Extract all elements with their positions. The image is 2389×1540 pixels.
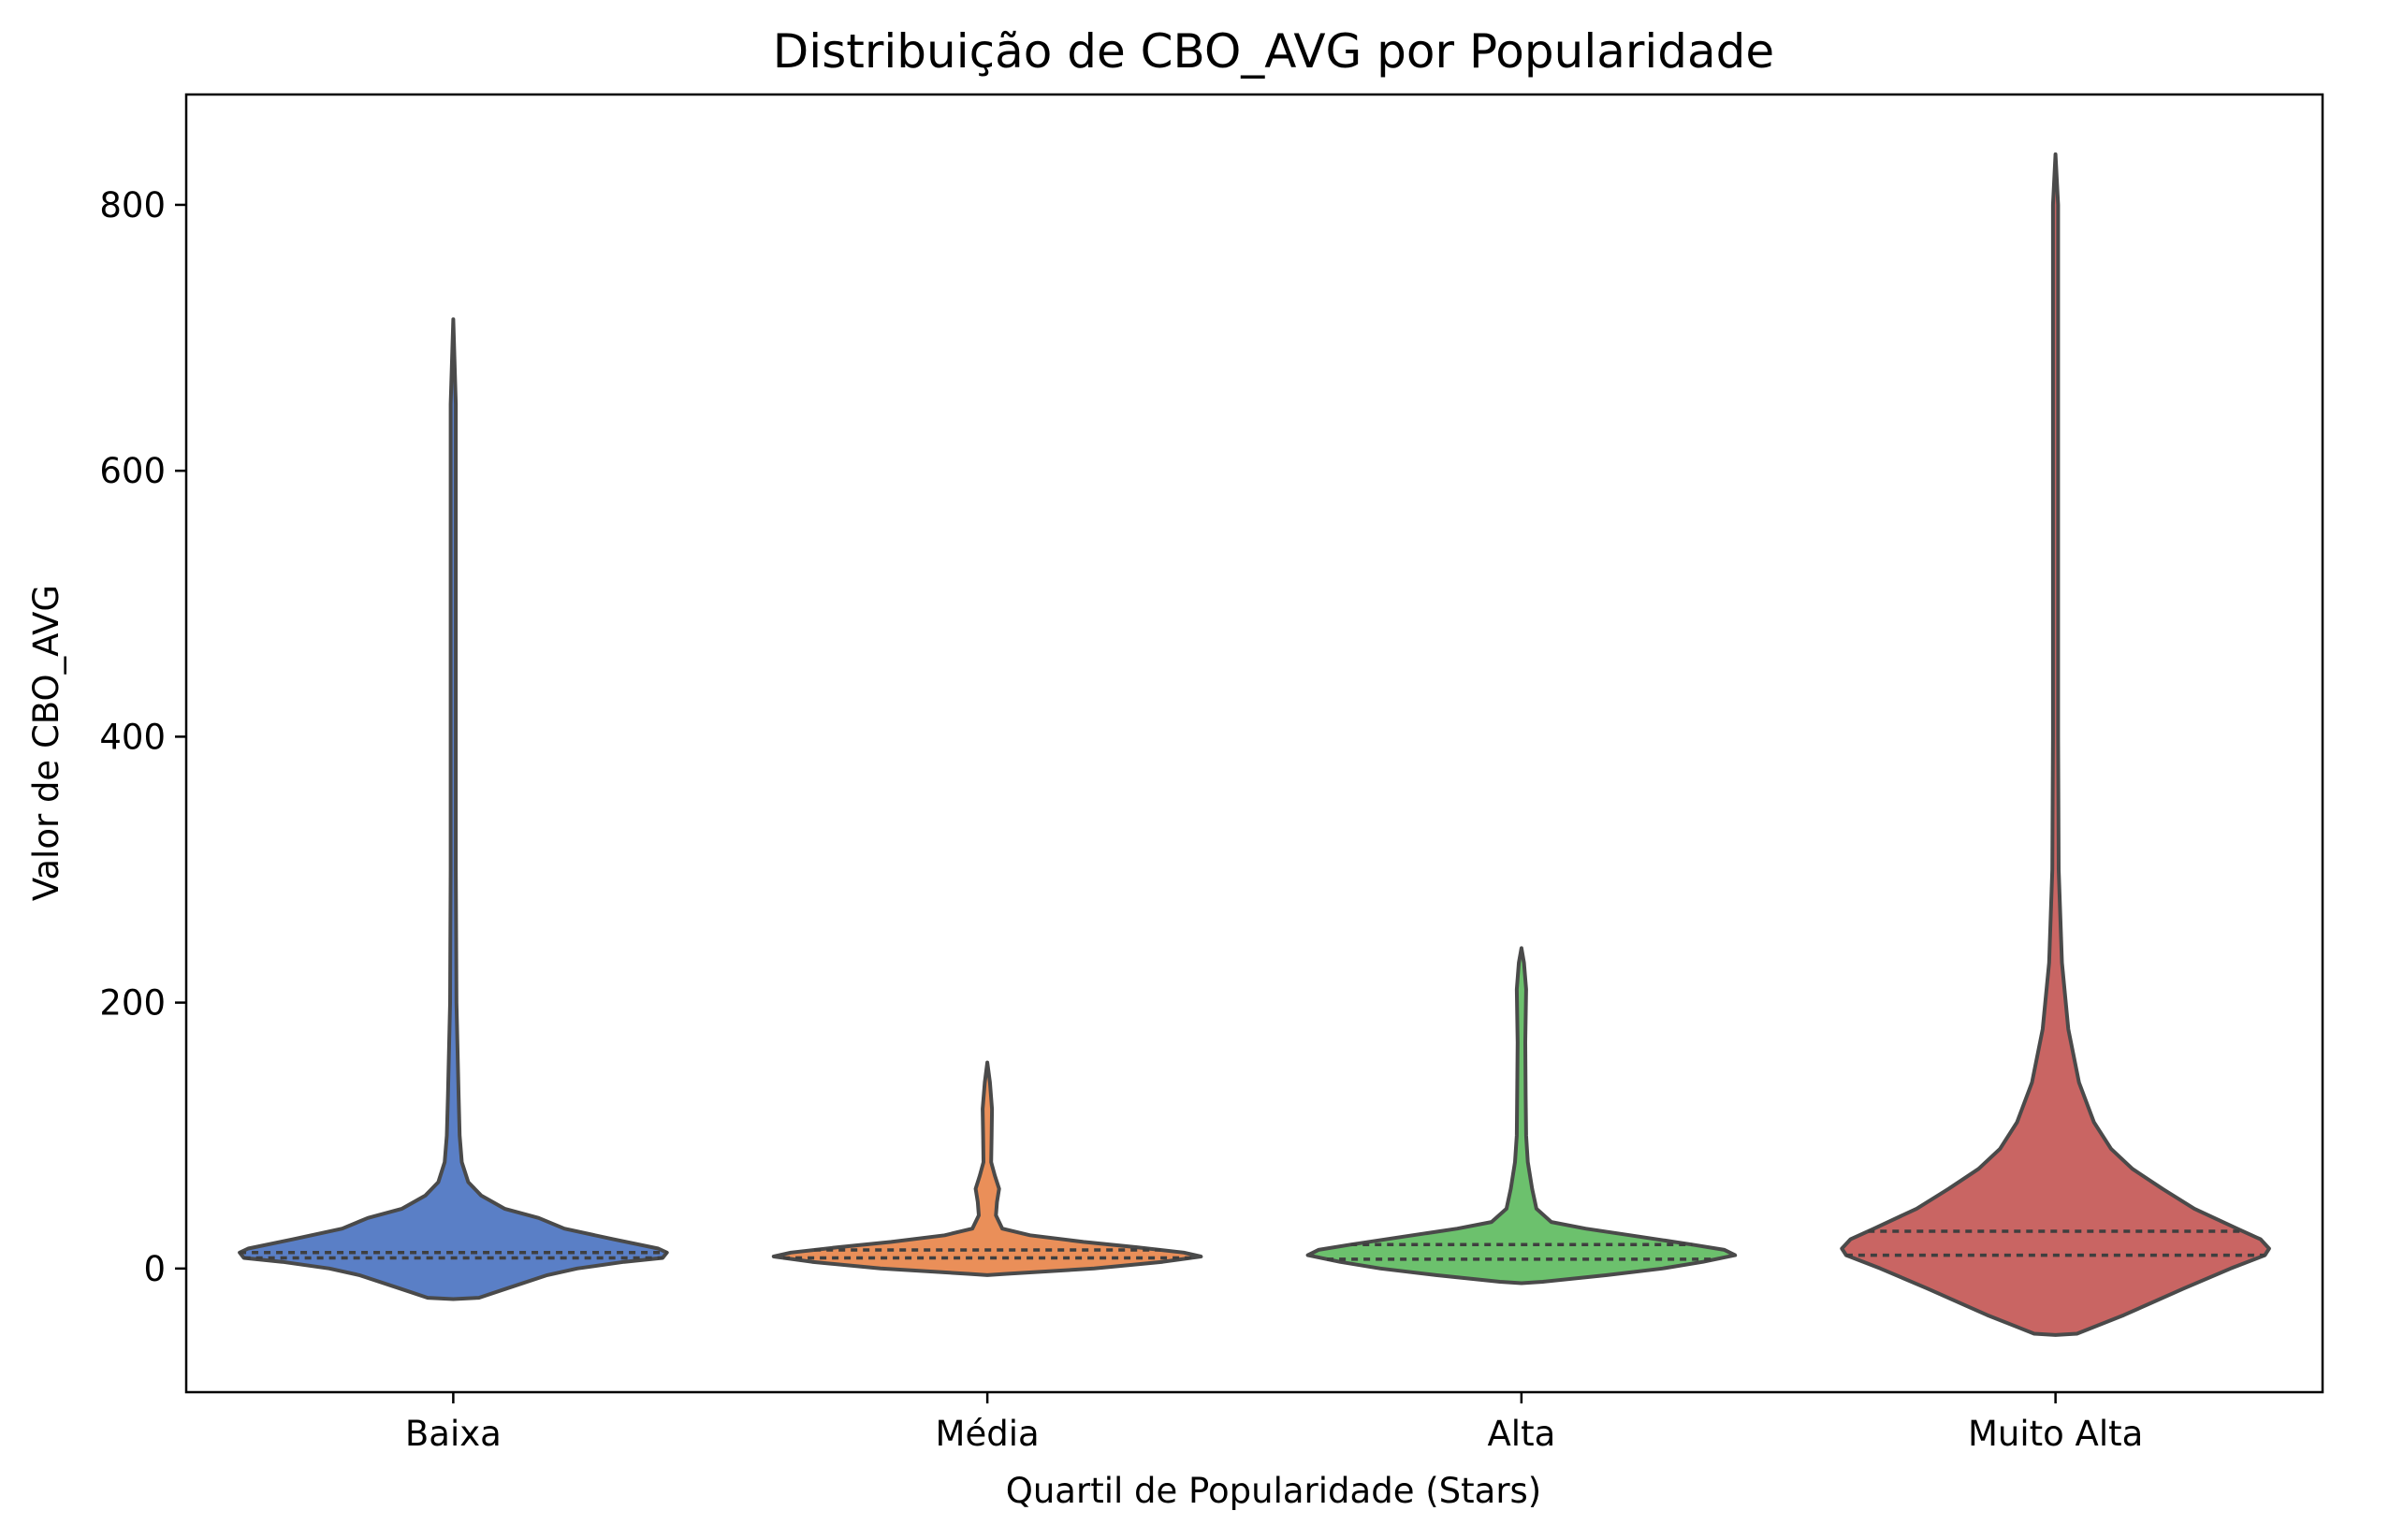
violin-alta xyxy=(1305,946,1738,1286)
violin-muito-alta xyxy=(1840,152,2271,1337)
violin-group xyxy=(238,152,2271,1337)
x-tick-label: Muito Alta xyxy=(1968,1414,2143,1454)
chart-title: Distribuição de CBO_AVG por Popularidade xyxy=(773,24,1774,79)
y-axis-label: Valor de CBO_AVG xyxy=(26,585,66,901)
y-tick-label: 600 xyxy=(99,451,166,491)
y-tick-label: 200 xyxy=(99,983,166,1024)
x-axis: Baixa Média Alta Muito Alta xyxy=(405,1392,2143,1454)
y-tick-label: 800 xyxy=(99,185,166,225)
x-tick-label: Alta xyxy=(1487,1414,1555,1454)
y-axis: 0 200 400 600 800 xyxy=(99,185,186,1289)
violin-media xyxy=(771,1060,1203,1277)
y-tick-label: 0 xyxy=(143,1249,166,1289)
x-tick-label: Média xyxy=(936,1414,1040,1454)
y-tick-label: 400 xyxy=(99,717,166,757)
x-axis-label: Quartil de Popularidade (Stars) xyxy=(1006,1471,1542,1511)
plot-frame xyxy=(184,93,2324,1394)
violin-baixa xyxy=(238,317,669,1301)
x-tick-label: Baixa xyxy=(405,1414,502,1454)
